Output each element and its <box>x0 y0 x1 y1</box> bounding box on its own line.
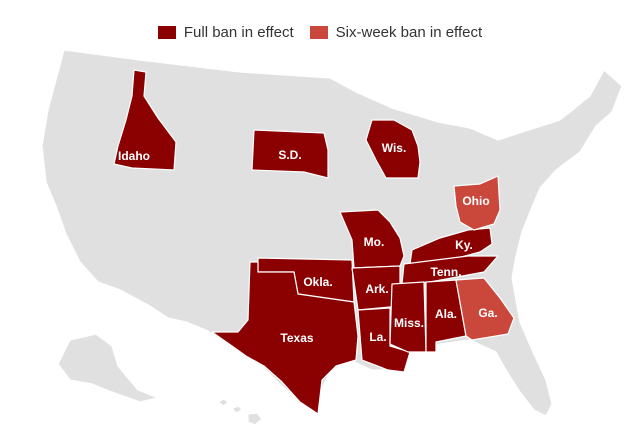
label-georgia: Ga. <box>478 306 497 320</box>
legend-swatch-six-week-ban <box>309 25 328 39</box>
label-oklahoma: Okla. <box>303 275 332 289</box>
legend-label-six-week-ban: Six-week ban in effect <box>335 23 483 41</box>
label-louisiana: La. <box>369 330 386 344</box>
state-ohio <box>453 175 501 231</box>
label-missouri: Mo. <box>364 235 385 249</box>
legend-label-full-ban: Full ban in effect <box>183 23 294 41</box>
label-kentucky: Ky. <box>455 238 473 252</box>
label-south-dakota: S.D. <box>278 148 301 162</box>
label-wisconsin: Wis. <box>382 141 407 155</box>
state-georgia <box>455 277 515 341</box>
label-idaho: Idaho <box>118 149 150 163</box>
label-texas: Texas <box>280 331 313 345</box>
state-missouri <box>339 209 405 269</box>
state-texas <box>211 261 359 415</box>
state-wisconsin <box>365 119 421 179</box>
state-south-dakota <box>251 129 329 179</box>
legend: Full ban in effect Six-week ban in effec… <box>0 20 640 44</box>
legend-swatch-full-ban <box>157 25 176 39</box>
state-idaho <box>113 69 177 171</box>
state-louisiana <box>357 307 411 373</box>
label-mississippi: Miss. <box>394 316 424 330</box>
alaska-shape <box>57 333 159 403</box>
legend-item-six-week-ban: Six-week ban in effect <box>309 23 483 41</box>
hawaii-shape <box>217 398 263 426</box>
legend-item-full-ban: Full ban in effect <box>157 23 294 41</box>
label-alabama: Ala. <box>435 307 457 321</box>
label-tennessee: Tenn. <box>430 265 461 279</box>
label-arkansas: Ark. <box>365 282 388 296</box>
state-mississippi <box>389 281 427 353</box>
label-ohio: Ohio <box>462 194 489 208</box>
